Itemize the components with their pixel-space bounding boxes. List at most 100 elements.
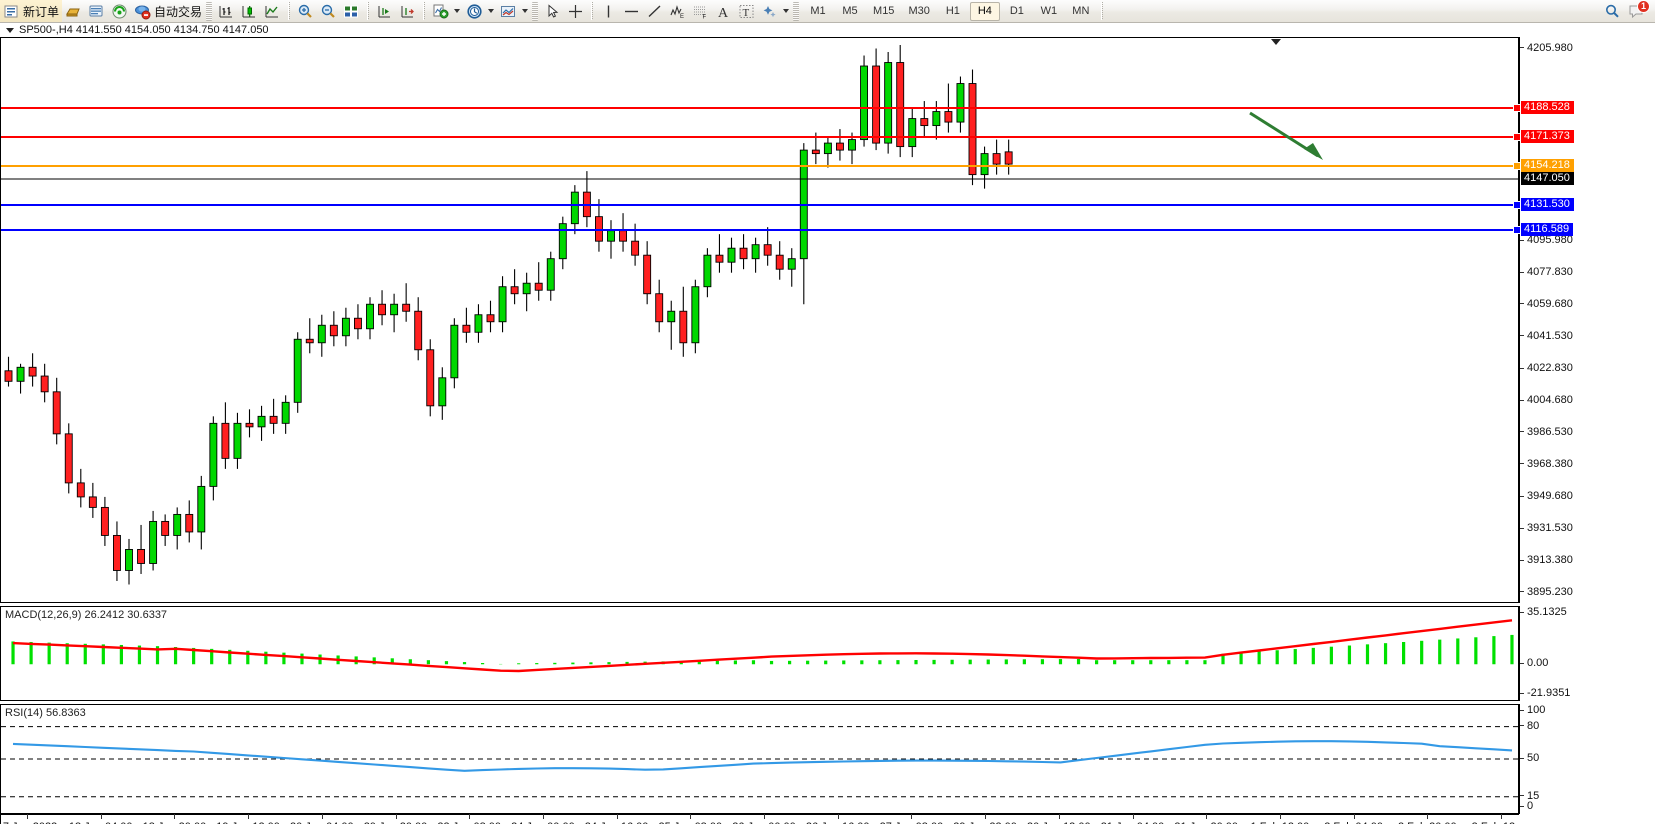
price-tag-resistance-line[interactable]: 4188.528 bbox=[1513, 101, 1574, 114]
period-caret-icon[interactable] bbox=[488, 9, 495, 13]
text-icon: A bbox=[715, 3, 732, 21]
timeframe-d1[interactable]: D1 bbox=[1009, 5, 1024, 17]
candlestick-chart-icon bbox=[241, 3, 258, 20]
vertical-line-icon bbox=[600, 3, 617, 20]
signals-icon bbox=[111, 3, 128, 20]
new-order-icon bbox=[3, 3, 20, 20]
macd-plot bbox=[11, 619, 1514, 673]
search-icon[interactable] bbox=[1604, 3, 1621, 20]
price-line-handle[interactable] bbox=[1513, 225, 1521, 234]
price-scale[interactable]: 4205.980 4095.980 4077.830 4059.680 4041.530… bbox=[1513, 37, 1655, 603]
time-tick bbox=[1501, 814, 1502, 819]
toolbar-separator-2 bbox=[367, 2, 370, 20]
time-axis-label: 29 Jan 23:00 bbox=[953, 821, 1017, 824]
vertical-line-button[interactable] bbox=[597, 0, 620, 22]
objects-caret-icon[interactable] bbox=[783, 9, 790, 13]
cursor-button[interactable] bbox=[541, 0, 564, 22]
price-tick: 4059.680 bbox=[1520, 298, 1655, 310]
objects-button[interactable] bbox=[758, 0, 792, 22]
indicators-button[interactable] bbox=[429, 0, 463, 22]
symbol-ohlc-label: SP500-,H4 4141.550 4154.050 4134.750 414… bbox=[19, 24, 269, 36]
chart-shift-button[interactable] bbox=[373, 0, 396, 22]
autoscroll-button[interactable] bbox=[396, 0, 419, 22]
price-tick: 3931.530 bbox=[1520, 522, 1655, 534]
chart-dropdown-icon[interactable] bbox=[1271, 39, 1281, 45]
fibonacci-button[interactable]: F bbox=[689, 0, 712, 22]
price-line-handle[interactable] bbox=[1513, 161, 1521, 170]
macd-pane[interactable]: MACD(12,26,9) 26.2412 30.6337 bbox=[0, 606, 1519, 701]
period-button[interactable] bbox=[463, 0, 497, 22]
time-tick bbox=[248, 814, 250, 819]
price-tick: 3913.380 bbox=[1520, 554, 1655, 566]
price-pane[interactable] bbox=[0, 37, 1519, 603]
tile-windows-button[interactable] bbox=[340, 0, 363, 22]
chat-icon[interactable]: 1 bbox=[1628, 0, 1650, 20]
zoom-out-icon bbox=[320, 3, 337, 20]
price-line-handle[interactable] bbox=[1513, 132, 1521, 141]
new-order-button[interactable]: 新订单 bbox=[0, 0, 63, 22]
timeframe-m5[interactable]: M5 bbox=[842, 5, 858, 17]
time-tick bbox=[985, 814, 987, 819]
time-tick bbox=[911, 814, 913, 819]
auto-trading-button[interactable]: 自动交易 bbox=[131, 0, 205, 22]
zoom-in-icon bbox=[297, 3, 314, 20]
toolbar-separator-4 bbox=[591, 2, 594, 20]
gold-bar-button[interactable] bbox=[62, 0, 85, 22]
zoom-out-button[interactable] bbox=[317, 0, 340, 22]
toolbar-grip-timeframes[interactable] bbox=[793, 1, 800, 21]
time-axis-label: 18 Jan 20:00 bbox=[143, 821, 207, 824]
toolbar-grip-charts[interactable] bbox=[206, 1, 213, 21]
timeframe-w1[interactable]: W1 bbox=[1040, 5, 1058, 17]
toolbar-grip-objects[interactable] bbox=[532, 1, 539, 21]
macd-title: MACD(12,26,9) 26.2412 30.6337 bbox=[5, 609, 168, 621]
svg-text:A: A bbox=[718, 6, 729, 20]
rsi-tick: 15 bbox=[1520, 790, 1655, 802]
price-line-handle[interactable] bbox=[1513, 200, 1521, 209]
toolbar-separator-5 bbox=[1100, 2, 1103, 20]
price-tag-support-line[interactable]: 4116.589 bbox=[1513, 223, 1574, 236]
rsi-tick: 0 bbox=[1520, 800, 1655, 812]
terminal-button[interactable] bbox=[85, 0, 108, 22]
macd-tick: 0.00 bbox=[1520, 657, 1655, 669]
time-axis-label: 23 Jan 08:00 bbox=[437, 821, 501, 824]
templates-button[interactable] bbox=[497, 0, 531, 22]
zoom-in-button[interactable] bbox=[294, 0, 317, 22]
rsi-pane[interactable]: RSI(14) 56.8363 bbox=[0, 704, 1519, 814]
symbol-info-bar: SP500-,H4 4141.550 4154.050 4134.750 414… bbox=[0, 23, 1655, 37]
price-tag-support-line[interactable]: 4131.530 bbox=[1513, 198, 1574, 211]
line-chart-icon bbox=[264, 3, 281, 20]
indicators-icon bbox=[432, 3, 449, 20]
indicators-caret-icon[interactable] bbox=[454, 9, 461, 13]
price-line-handle[interactable] bbox=[1513, 103, 1521, 112]
horizontal-line-button[interactable] bbox=[620, 0, 643, 22]
price-tag-resistance-line[interactable]: 4171.373 bbox=[1513, 130, 1574, 143]
timeframe-m1[interactable]: M1 bbox=[810, 5, 826, 17]
text-label-icon: T bbox=[738, 3, 755, 20]
trendline-button[interactable] bbox=[643, 0, 666, 22]
elliott-wave-button[interactable]: E bbox=[666, 0, 689, 22]
time-axis[interactable]: 17 Jan 2023 18 Jan 04:00 18 Jan 20:00 19 Ja… bbox=[0, 814, 1530, 824]
time-axis-label: 24 Jan 16:00 bbox=[585, 821, 649, 824]
line-chart-button[interactable] bbox=[261, 0, 284, 22]
time-axis-label: 2 Feb 20:00 bbox=[1398, 821, 1457, 824]
bar-chart-button[interactable] bbox=[215, 0, 238, 22]
templates-caret-icon[interactable] bbox=[522, 9, 529, 13]
rsi-tick: 50 bbox=[1520, 752, 1655, 764]
new-order-label: 新订单 bbox=[23, 4, 60, 19]
timeframe-m30[interactable]: M30 bbox=[908, 5, 930, 17]
symbol-dropdown-icon[interactable] bbox=[6, 27, 14, 33]
price-tag-entry-line[interactable]: 4154.218 bbox=[1513, 159, 1574, 172]
time-axis-label: 18 Jan 04:00 bbox=[69, 821, 133, 824]
timeframe-m15[interactable]: M15 bbox=[873, 5, 895, 17]
signals-button[interactable] bbox=[108, 0, 131, 22]
price-tick: 3949.680 bbox=[1520, 490, 1655, 502]
timeframe-mn[interactable]: MN bbox=[1072, 5, 1090, 17]
crosshair-button[interactable] bbox=[564, 0, 587, 22]
text-button[interactable]: A bbox=[712, 0, 735, 22]
timeframe-h1[interactable]: H1 bbox=[945, 5, 960, 17]
text-label-button[interactable]: T bbox=[735, 0, 758, 22]
timeframe-h4[interactable]: H4 bbox=[969, 1, 1000, 21]
candlestick-chart-button[interactable] bbox=[238, 0, 261, 22]
time-axis-label: 20 Jan 04:00 bbox=[290, 821, 354, 824]
